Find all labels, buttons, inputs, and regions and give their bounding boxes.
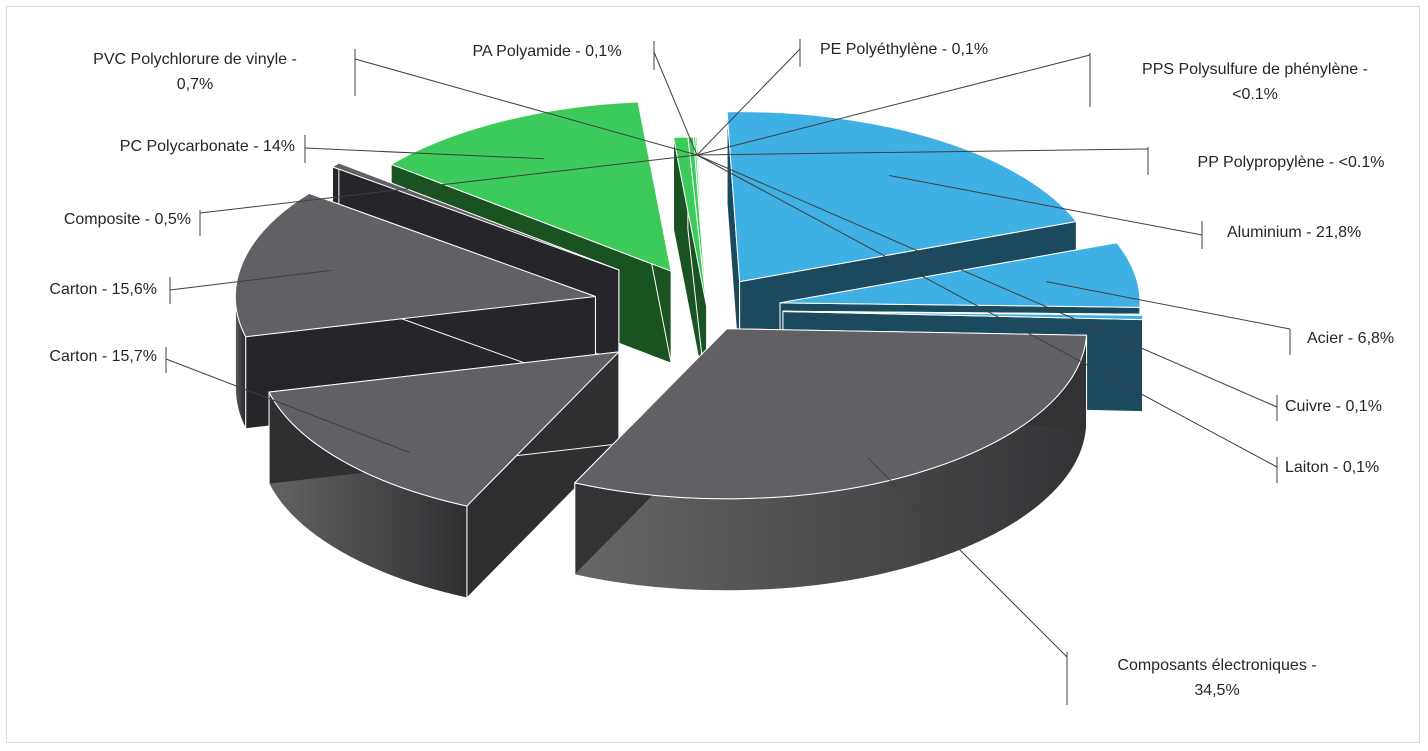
data-label: PC Polycarbonate - 14% xyxy=(120,138,295,155)
pie-slice xyxy=(672,136,708,399)
data-label: Carton - 15,7% xyxy=(49,348,157,365)
leader-line xyxy=(1046,281,1291,330)
leader-line xyxy=(696,148,1149,156)
data-label: PE Polyéthylène - 0,1% xyxy=(820,41,988,58)
data-label: Laiton - 0,1% xyxy=(1285,459,1379,476)
leader-line xyxy=(304,147,544,160)
data-label: Composite - 0,5% xyxy=(64,211,191,228)
data-label: PP Polypropylène - <0.1% xyxy=(1198,154,1385,171)
leader-line xyxy=(696,48,801,156)
leader-line xyxy=(696,54,1091,156)
pie-chart-3d: Aluminium - 21,8% Acier - 6,8% Cuivre - 0,… xyxy=(49,39,1394,705)
data-label: PPS Polysulfure de phénylène -<0.1% xyxy=(1142,61,1368,103)
data-label: Aluminium - 21,8% xyxy=(1227,224,1361,241)
leader-line xyxy=(889,174,1203,236)
data-label: Acier - 6,8% xyxy=(1307,330,1394,347)
leader-line xyxy=(354,58,698,156)
leader-line xyxy=(199,154,698,214)
leader-line xyxy=(653,51,698,156)
leader-line xyxy=(169,269,332,291)
data-label: PVC Polychlorure de vinyle -0,7% xyxy=(93,51,297,93)
leader-line xyxy=(867,457,1068,658)
data-label: Composants électroniques -34,5% xyxy=(1117,657,1316,699)
leader-line xyxy=(696,154,1278,468)
data-label: Carton - 15,6% xyxy=(49,281,157,298)
data-label: Cuivre - 0,1% xyxy=(1285,398,1382,415)
pie-slice xyxy=(268,350,621,600)
leader-line xyxy=(696,154,1278,408)
leader-line xyxy=(165,358,411,454)
pie-slice xyxy=(573,327,1088,592)
data-label: PA Polyamide - 0,1% xyxy=(472,43,621,60)
chart-area: Aluminium - 21,8% Acier - 6,8% Cuivre - 0,… xyxy=(6,6,1420,743)
